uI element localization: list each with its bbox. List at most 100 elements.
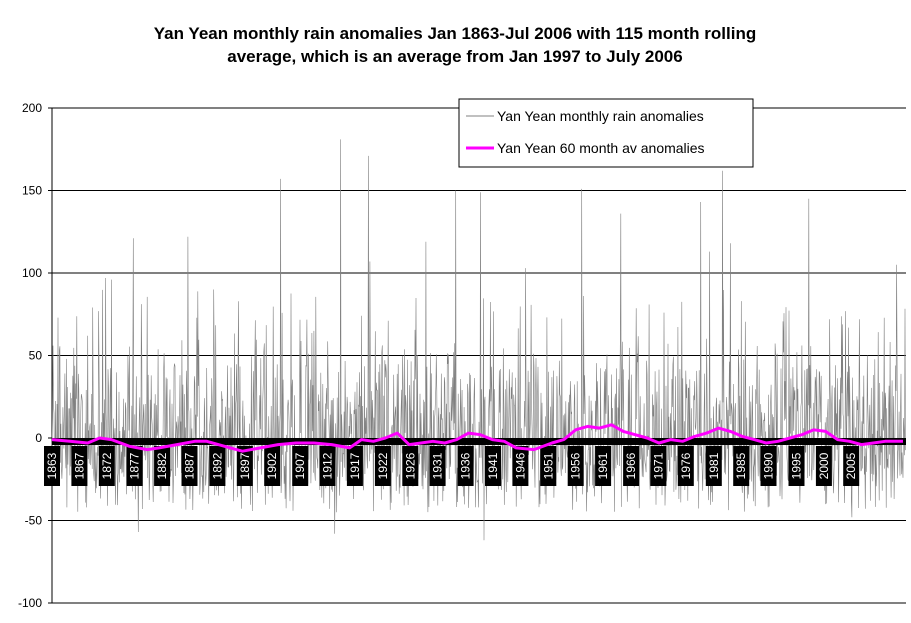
x-tick-label-text: 2005 (844, 452, 858, 479)
x-tick-label-text: 1956 (569, 452, 583, 479)
x-tick-label: 1995 (788, 446, 805, 486)
x-tick-label-background (429, 446, 446, 486)
x-tick-label: 1990 (760, 446, 777, 486)
x-tick-label-background (650, 446, 667, 486)
x-axis-tick-labels: 1863 1867 1872 1877 1882 1887 1892 1897 1902 1907… (44, 446, 860, 486)
legend: Yan Yean monthly rain anomalies Yan Yean … (458, 98, 754, 168)
x-tick-label-text: 1966 (624, 452, 638, 479)
x-tick-label: 1931 (429, 446, 446, 486)
series-60-month-average (51, 423, 903, 453)
x-tick-label-text: 1961 (596, 452, 610, 479)
series-monthly-anomalies (51, 139, 906, 541)
x-tick-label: 1887 (181, 446, 198, 486)
x-tick-label-text: 1990 (762, 452, 776, 479)
x-tick-label-text: 1931 (431, 452, 445, 479)
x-tick-label: 1882 (154, 446, 171, 486)
x-tick-label: 1976 (677, 446, 694, 486)
x-tick-label-text: 1936 (459, 452, 473, 479)
x-tick-label: 1922 (374, 446, 391, 486)
x-tick-label: 1867 (71, 446, 88, 486)
x-tick-label-background (457, 446, 474, 486)
x-tick-label: 1941 (485, 446, 501, 486)
x-tick-label-text: 1981 (707, 452, 721, 479)
x-tick-label-background (512, 446, 529, 486)
x-tick-label-text: 1902 (265, 452, 279, 479)
chart-title: Yan Yean monthly rain anomalies Jan 1863… (60, 22, 850, 68)
x-tick-label: 1961 (595, 446, 612, 486)
zero-axis-band (52, 438, 906, 445)
x-tick-label-background (292, 446, 309, 486)
series-line-monthly-anomalies (51, 139, 906, 541)
x-tick-label-text: 1882 (155, 452, 169, 479)
x-tick-label-background (705, 446, 722, 486)
x-tick-label-background (567, 446, 584, 486)
x-tick-label: 1877 (126, 446, 143, 486)
x-tick-label-background (181, 446, 198, 486)
y-tick-label: 50 (29, 349, 43, 363)
x-tick-label: 1971 (650, 446, 667, 486)
x-tick-label-background (126, 446, 143, 486)
x-tick-label: 1956 (567, 446, 584, 486)
x-tick-label: 1946 (512, 446, 529, 486)
x-tick-label: 1902 (264, 446, 281, 486)
x-tick-label-text: 2000 (817, 452, 831, 479)
x-tick-label-text: 1917 (348, 452, 362, 479)
x-tick-label-background (788, 446, 805, 486)
x-tick-label: 1926 (402, 446, 419, 486)
chart-title-line-1: Yan Yean monthly rain anomalies Jan 1863… (153, 24, 757, 43)
x-tick-label-text: 1971 (651, 452, 665, 479)
x-tick-label-background (677, 446, 694, 486)
x-tick-label-text: 1892 (210, 452, 224, 479)
x-tick-label-background (236, 446, 253, 486)
x-tick-label-background (209, 446, 226, 486)
x-tick-label-text: 1872 (100, 452, 114, 479)
x-tick-label-background (843, 446, 860, 486)
series-line-60-month-average (51, 423, 903, 453)
zero-axis-bar (52, 438, 906, 445)
x-tick-label-text: 1995 (790, 452, 804, 479)
x-tick-label-background (374, 446, 391, 486)
x-tick-label-background (346, 446, 363, 486)
x-tick-label-background (154, 446, 171, 486)
x-tick-label: 1985 (733, 446, 750, 486)
y-tick-label: 100 (22, 266, 42, 280)
x-tick-label: 1907 (292, 446, 309, 486)
x-tick-label: 1981 (705, 446, 722, 486)
x-tick-label-text: 1863 (45, 452, 59, 479)
x-tick-label-background (264, 446, 281, 486)
x-tick-label-background (815, 446, 832, 486)
x-tick-label-background (71, 446, 88, 486)
x-tick-label-text: 1941 (486, 452, 500, 479)
x-tick-label: 1936 (457, 446, 474, 486)
x-tick-label-background (733, 446, 750, 486)
x-tick-label: 2005 (843, 446, 860, 486)
x-tick-label-text: 1897 (238, 452, 252, 479)
x-tick-label: 1863 (44, 446, 60, 486)
y-tick-label: 200 (22, 101, 42, 115)
legend-label-monthly-anomalies: Yan Yean monthly rain anomalies (497, 108, 704, 124)
x-tick-label-text: 1946 (513, 452, 527, 479)
y-tick-label: 150 (22, 184, 42, 198)
x-tick-label-text: 1976 (679, 452, 693, 479)
x-tick-label: 2000 (815, 446, 832, 486)
x-tick-label-text: 1867 (72, 452, 86, 479)
x-tick-label-text: 1912 (321, 452, 335, 479)
y-tick-label: -100 (18, 596, 42, 610)
x-tick-label: 1951 (540, 446, 557, 486)
x-tick-label-text: 1877 (128, 452, 142, 479)
x-tick-label: 1872 (98, 446, 115, 486)
x-tick-label-background (402, 446, 419, 486)
x-tick-label-text: 1887 (183, 452, 197, 479)
chart-title-line-2: average, which is an average from Jan 19… (227, 47, 683, 66)
x-tick-label-text: 1985 (734, 452, 748, 479)
x-tick-label: 1897 (236, 446, 253, 486)
x-tick-label-background (760, 446, 777, 486)
x-tick-label-text: 1926 (403, 452, 417, 479)
x-tick-label-text: 1951 (541, 452, 555, 479)
x-tick-label-text: 1922 (376, 452, 390, 479)
x-tick-label-background (98, 446, 115, 486)
x-tick-label: 1912 (319, 446, 336, 486)
x-tick-label-text: 1907 (293, 452, 307, 479)
x-tick-label: 1966 (623, 446, 640, 486)
y-axis: 200 150 100 50 0 -50 -100 (18, 101, 906, 610)
